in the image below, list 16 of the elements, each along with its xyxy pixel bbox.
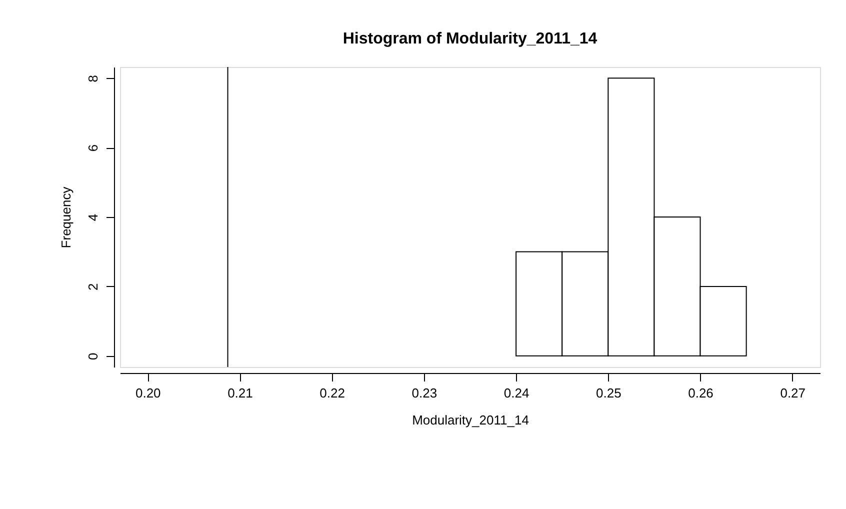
x-tick-label: 0.24 — [504, 386, 530, 400]
y-tick-label: 2 — [86, 283, 100, 291]
x-tick-label: 0.22 — [320, 386, 345, 400]
x-tick-label: 0.25 — [596, 386, 622, 400]
y-axis-title: Frequency — [58, 186, 74, 248]
y-tick-label: 8 — [86, 74, 100, 82]
y-tick-label: 6 — [86, 144, 100, 152]
y-tick-label: 0 — [86, 352, 100, 360]
y-tick-label: 4 — [86, 214, 100, 222]
chart-title: Histogram of Modularity_2011_14 — [342, 30, 598, 48]
x-tick-label: 0.21 — [228, 386, 253, 400]
x-tick-label: 0.23 — [412, 386, 438, 400]
x-tick-label: 0.27 — [780, 386, 806, 400]
x-axis-title: Modularity_2011_14 — [412, 412, 529, 428]
x-tick-label: 0.20 — [135, 386, 161, 400]
x-tick-label: 0.26 — [688, 386, 714, 400]
